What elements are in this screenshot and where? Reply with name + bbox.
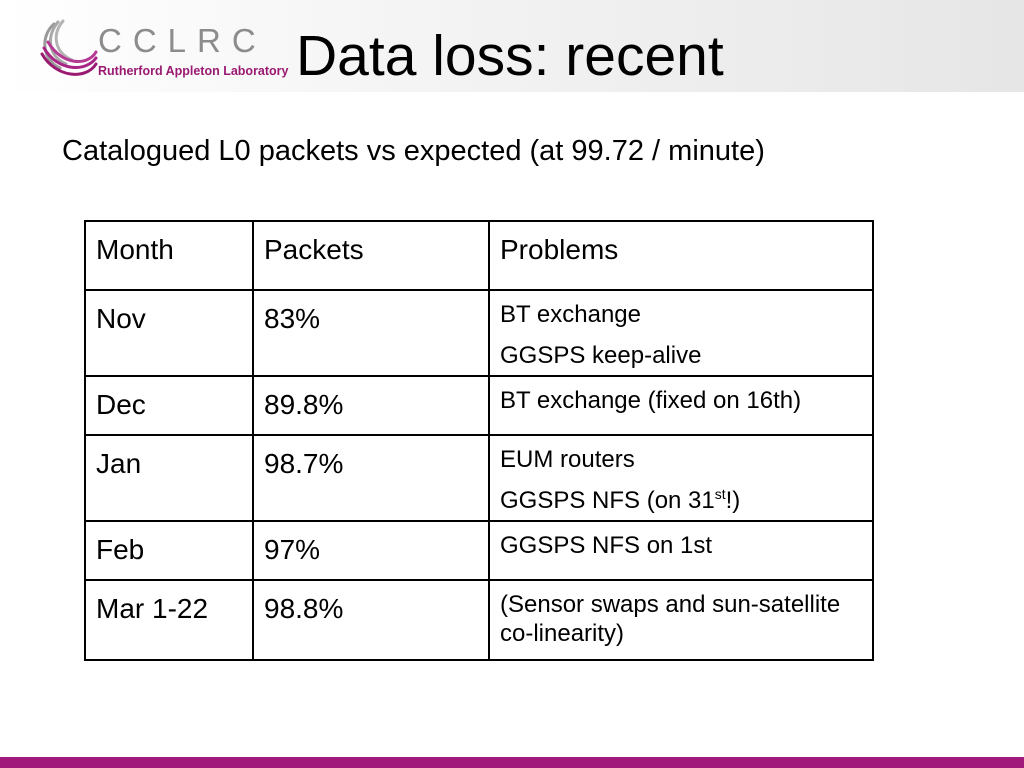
cclrc-logo: CCLRC Rutherford Appleton Laboratory bbox=[36, 14, 289, 86]
packets-cell: 98.7% bbox=[252, 434, 490, 522]
header-month: Month bbox=[84, 220, 254, 291]
packets-cell: 89.8% bbox=[252, 375, 490, 436]
problem-text: BT exchange bbox=[500, 301, 641, 328]
table-row: Feb 97% GGSPS NFS on 1st bbox=[84, 520, 874, 581]
month-cell: Dec bbox=[84, 375, 254, 436]
problem-text: (Sensor swaps and sun-satellite co-linea… bbox=[500, 591, 841, 647]
problem-text-end: !) bbox=[725, 487, 741, 514]
problem-text: EUM routers bbox=[500, 446, 635, 473]
packets-cell: 97% bbox=[252, 520, 490, 581]
problems-cell: EUM routers GGSPS NFS (on 31st!) bbox=[488, 434, 874, 522]
slide-title: Data loss: recent bbox=[296, 24, 724, 88]
header-packets: Packets bbox=[252, 220, 490, 291]
header-band bbox=[0, 0, 1024, 92]
problems-cell: (Sensor swaps and sun-satellite co-linea… bbox=[488, 579, 874, 661]
problem-text: GGSPS NFS (on 31st!) bbox=[500, 486, 862, 515]
ordinal-suffix: st bbox=[714, 486, 726, 502]
month-cell: Nov bbox=[84, 289, 254, 377]
header-problems: Problems bbox=[488, 220, 874, 291]
table-row: Mar 1-22 98.8% (Sensor swaps and sun-sat… bbox=[84, 579, 874, 661]
bottom-accent-bar bbox=[0, 757, 1024, 768]
packets-cell: 83% bbox=[252, 289, 490, 377]
table-row: Dec 89.8% BT exchange (fixed on 16th) bbox=[84, 375, 874, 436]
month-cell: Mar 1-22 bbox=[84, 579, 254, 661]
month-cell: Jan bbox=[84, 434, 254, 522]
packet-loss-table: Month Packets Problems Nov 83% BT exchan… bbox=[84, 220, 874, 661]
problem-text-main: GGSPS NFS (on 31 bbox=[500, 487, 715, 514]
table-row: Nov 83% BT exchange GGSPS keep-alive bbox=[84, 289, 874, 377]
month-cell: Feb bbox=[84, 520, 254, 581]
problems-cell: GGSPS NFS on 1st bbox=[488, 520, 874, 581]
swirl-logo-icon bbox=[40, 19, 98, 76]
packets-cell: 98.8% bbox=[252, 579, 490, 661]
slide-subtitle: Catalogued L0 packets vs expected (at 99… bbox=[62, 135, 765, 167]
logo-wordmark: CCLRC bbox=[98, 22, 267, 59]
logo-subtitle: Rutherford Appleton Laboratory bbox=[98, 64, 289, 78]
problem-text: GGSPS NFS on 1st bbox=[500, 532, 713, 559]
problem-text: BT exchange (fixed on 16th) bbox=[500, 387, 802, 414]
problem-text: GGSPS keep-alive bbox=[500, 342, 702, 369]
table-row: Jan 98.7% EUM routers GGSPS NFS (on 31st… bbox=[84, 434, 874, 522]
problems-cell: BT exchange GGSPS keep-alive bbox=[488, 289, 874, 377]
table-header-row: Month Packets Problems bbox=[84, 220, 874, 291]
problems-cell: BT exchange (fixed on 16th) bbox=[488, 375, 874, 436]
